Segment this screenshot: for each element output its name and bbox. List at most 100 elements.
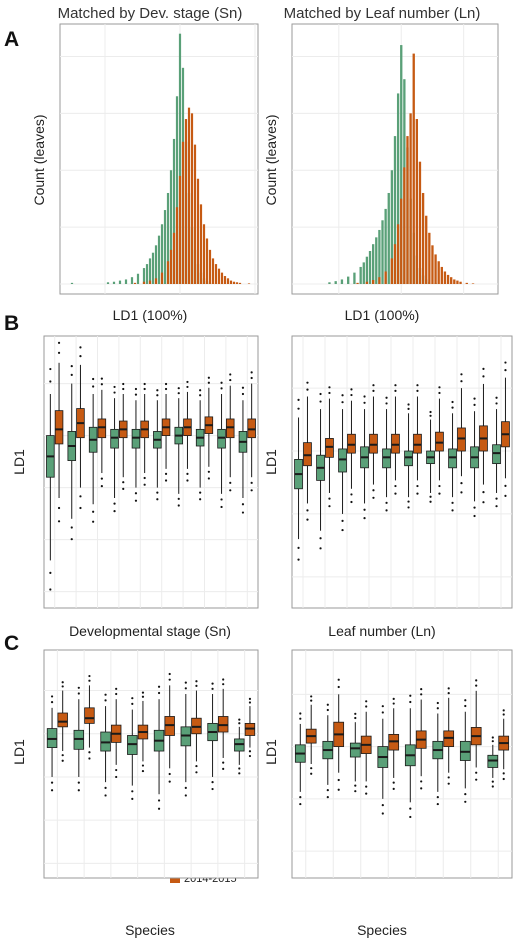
box-outlier	[464, 793, 467, 796]
box-leaf-ylabel: LD1	[263, 449, 279, 475]
histogram-bar	[142, 268, 146, 284]
histogram-bar	[450, 277, 453, 284]
box-outlier	[50, 789, 54, 792]
box-outlier	[92, 385, 95, 388]
box-outlier	[350, 388, 353, 391]
box-outlier	[184, 786, 187, 789]
histogram-bar	[133, 282, 137, 284]
box-outlier	[319, 392, 322, 396]
box-outlier	[157, 799, 161, 802]
box-outlier	[447, 692, 450, 695]
histogram-bar	[148, 258, 152, 284]
box-outlier	[464, 800, 467, 803]
box-outlier	[381, 804, 384, 807]
histogram-bar	[187, 107, 191, 285]
box-outlier	[464, 699, 467, 702]
histogram-bar	[169, 249, 173, 284]
histogram-bar	[229, 280, 233, 284]
box-outlier	[354, 712, 357, 715]
box	[457, 427, 466, 452]
histogram-bar	[384, 208, 387, 284]
box-outlier	[297, 398, 300, 401]
box-outlier	[250, 371, 253, 374]
box-outlier	[199, 394, 202, 397]
box-outlier	[337, 678, 340, 681]
box-outlier	[164, 479, 168, 482]
box-outlier	[122, 387, 125, 391]
histogram-bar	[396, 224, 400, 284]
box-outlier	[409, 694, 412, 697]
box-outlier	[381, 711, 384, 714]
box-outlier	[495, 402, 498, 405]
box-outlier	[409, 700, 412, 704]
box-outlier	[475, 684, 478, 687]
histogram-bar	[175, 207, 179, 284]
histogram-bar	[421, 192, 425, 284]
box	[448, 448, 457, 469]
box-outlier	[392, 697, 395, 700]
box-outlier	[319, 547, 322, 550]
box-outlier	[157, 685, 161, 688]
box-outlier	[299, 802, 302, 806]
box-outlier	[141, 695, 145, 698]
box-outlier	[57, 351, 61, 354]
box-outlier	[229, 489, 232, 492]
box	[97, 418, 107, 439]
box-outlier	[354, 790, 357, 793]
histogram-bar	[199, 204, 203, 284]
box-outlier	[392, 781, 395, 784]
box-outlier	[134, 499, 138, 502]
box-outlier	[409, 815, 412, 819]
box	[435, 431, 444, 452]
box-outlier	[88, 757, 91, 760]
histogram-bar	[412, 53, 415, 284]
histogram-bar	[387, 192, 390, 284]
box-outlier	[451, 406, 454, 409]
box-outlier	[220, 387, 223, 390]
histogram-bar	[400, 198, 403, 284]
box-outlier	[482, 491, 485, 494]
box-outlier	[186, 472, 189, 475]
box-outlier	[326, 708, 329, 712]
box-outlier	[220, 505, 223, 509]
histogram-bar	[446, 274, 450, 284]
box-outlier	[337, 788, 340, 791]
box-outlier	[115, 775, 118, 779]
box-outlier	[341, 401, 344, 404]
box-outlier	[451, 400, 454, 404]
histogram-bar	[390, 170, 394, 284]
histogram-bar	[160, 272, 164, 284]
histogram-bar	[459, 281, 462, 284]
histogram-bar	[365, 256, 369, 284]
box-outlier	[238, 772, 241, 775]
histogram-bar	[238, 282, 242, 284]
histogram-bar	[403, 167, 406, 284]
box	[413, 433, 422, 454]
box-outlier	[473, 506, 476, 509]
histogram-bar	[166, 192, 170, 284]
box-outlier	[104, 794, 107, 797]
box-outlier	[195, 764, 198, 768]
box-outlier	[143, 483, 146, 486]
histogram-bar	[208, 249, 212, 284]
box-outlier	[184, 687, 187, 690]
box-outlier	[156, 394, 159, 397]
box-outlier	[363, 517, 366, 520]
box-outlier	[475, 778, 478, 781]
box-outlier	[248, 697, 252, 700]
histogram-bar	[160, 224, 164, 284]
box-outlier	[310, 699, 313, 702]
box	[54, 410, 64, 445]
box-outlier	[157, 691, 161, 695]
histogram-left-xlabel: LD1 (100%)	[113, 307, 188, 323]
box-outlier	[88, 679, 91, 682]
histogram-bar	[400, 45, 403, 284]
histogram-bar	[415, 119, 419, 285]
histogram-bar	[453, 279, 456, 284]
box-outlier	[250, 481, 253, 484]
box-outlier	[57, 506, 61, 510]
box-outlier	[70, 365, 73, 368]
box-outlier	[354, 716, 357, 720]
box-outlier	[207, 477, 210, 480]
box-outlier	[460, 491, 463, 494]
